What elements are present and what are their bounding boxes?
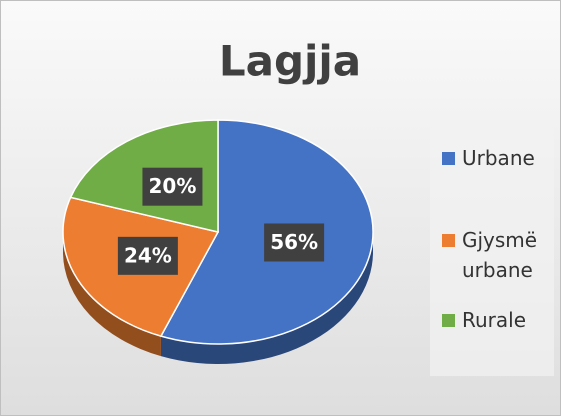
legend-label: Rurale [462, 308, 527, 332]
legend-swatch [442, 152, 455, 165]
data-label-box [264, 223, 325, 262]
chart-title: Lagjja [219, 37, 361, 86]
data-label: 56% [270, 230, 318, 254]
slice-side [160, 232, 373, 364]
legend-swatch [442, 314, 455, 327]
legend-label: Gjysmë urbane [462, 228, 538, 282]
data-label: 24% [124, 243, 172, 267]
legend-label: Urbane [462, 146, 535, 170]
legend-box [430, 126, 554, 376]
data-label-box [142, 167, 203, 206]
data-label-box [117, 236, 178, 275]
slice-side [63, 232, 161, 357]
legend-swatch [442, 234, 455, 247]
data-label: 20% [149, 174, 197, 198]
